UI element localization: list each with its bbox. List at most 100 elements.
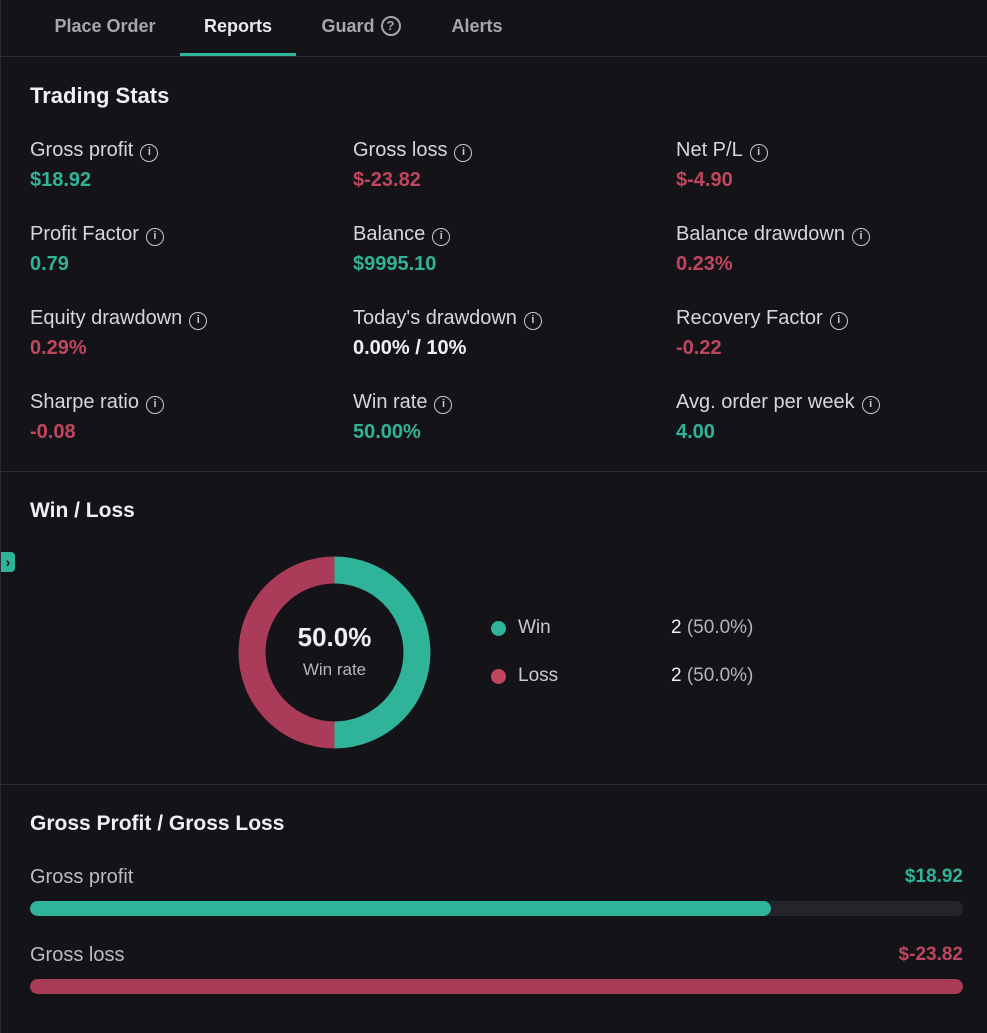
info-icon[interactable]: i xyxy=(145,228,164,246)
legend-count-value: 2 xyxy=(671,665,682,686)
stat-value: $-4.90 xyxy=(676,169,733,191)
stat-label-text: Net P/L xyxy=(676,139,743,161)
stat-value: 0.00% / 10% xyxy=(353,337,467,359)
stat-value: -0.22 xyxy=(676,337,722,359)
legend-count: 2 (50.0%) xyxy=(671,615,753,641)
stat-profit-factor: Profit Factor i 0.79 xyxy=(30,221,330,277)
tab-reports[interactable]: Reports xyxy=(180,0,296,56)
info-icon[interactable]: i xyxy=(523,312,542,330)
tab-guard-label: Guard xyxy=(321,16,375,36)
trading-stats-title: Trading Stats xyxy=(30,83,170,108)
donut-segment-win xyxy=(334,556,431,749)
stat-label-text: Today's drawdown xyxy=(353,307,517,329)
tab-place-order[interactable]: Place Order xyxy=(54,16,156,36)
info-icon[interactable]: i xyxy=(852,228,870,246)
info-icon[interactable]: i xyxy=(861,396,880,414)
stat-label: Recovery Factor i xyxy=(676,305,976,331)
stat-label: Today's drawdown i xyxy=(353,305,653,331)
divider xyxy=(1,784,987,785)
loss-dot-icon xyxy=(491,669,506,684)
stat-label: Gross loss i xyxy=(353,137,653,163)
win-loss-title: Win / Loss xyxy=(30,499,135,522)
legend-count: 2 (50.0%) xyxy=(671,663,753,689)
info-icon[interactable]: i xyxy=(454,144,473,162)
info-icon[interactable]: i xyxy=(829,312,848,330)
bar-track xyxy=(30,901,963,916)
legend-label: Win xyxy=(518,617,551,638)
help-icon[interactable]: ? xyxy=(380,16,401,36)
stat-todays-drawdown: Today's drawdown i 0.00% / 10% xyxy=(353,305,653,361)
stat-label: Avg. order per week i xyxy=(676,389,976,415)
stat-label: Equity drawdown i xyxy=(30,305,330,331)
info-icon[interactable]: i xyxy=(140,144,159,162)
legend-percent: (50.0%) xyxy=(686,665,754,686)
bar-value: $-23.82 xyxy=(898,944,963,965)
tab-bar: Place Order Reports Guard? Alerts xyxy=(1,0,987,57)
tab-guard[interactable]: Guard? xyxy=(296,0,426,56)
stat-value: 0.23% xyxy=(676,253,733,275)
gross-profit-bar xyxy=(30,901,772,916)
stat-balance-drawdown: Balance drawdown i 0.23% xyxy=(676,221,976,277)
stat-value: $-23.82 xyxy=(353,169,421,191)
chevron-right-icon[interactable]: › xyxy=(1,552,15,572)
gross-loss-bar xyxy=(30,979,963,994)
stat-value: 50.00% xyxy=(353,421,421,443)
donut-center: 50.0% Win rate xyxy=(238,556,431,749)
legend-percent: (50.0%) xyxy=(686,617,754,638)
stat-label-text: Gross profit xyxy=(30,139,134,161)
info-icon[interactable]: i xyxy=(189,312,208,330)
stat-value: 4.00 xyxy=(676,421,715,443)
stat-label-text: Gross loss xyxy=(353,139,448,161)
bar-value: $18.92 xyxy=(904,866,963,887)
stat-gross-loss: Gross loss i $-23.82 xyxy=(353,137,653,193)
info-icon[interactable]: i xyxy=(749,144,768,162)
stat-label: Balance i xyxy=(353,221,653,247)
tab-alerts[interactable]: Alerts xyxy=(451,16,503,36)
stat-label: Profit Factor i xyxy=(30,221,330,247)
stat-value: $9995.10 xyxy=(353,253,437,275)
stat-label-text: Equity drawdown xyxy=(30,307,183,329)
legend-item-loss: Loss 2 (50.0%) xyxy=(491,663,791,689)
stat-label-text: Balance xyxy=(353,223,426,245)
donut-center-value: 50.0% xyxy=(297,622,372,652)
info-icon[interactable]: i xyxy=(432,228,451,246)
stat-label: Gross profit i xyxy=(30,137,330,163)
stat-avg-order-per-week: Avg. order per week i 4.00 xyxy=(676,389,976,445)
stat-label-text: Win rate xyxy=(353,391,428,413)
bar-track xyxy=(30,979,963,994)
stat-win-rate: Win rate i 50.00% xyxy=(353,389,653,445)
stat-label: Sharpe ratio i xyxy=(30,389,330,415)
info-icon[interactable]: i xyxy=(434,396,453,414)
stat-recovery-factor: Recovery Factor i -0.22 xyxy=(676,305,976,361)
bar-label: Gross profit xyxy=(30,866,134,888)
win-dot-icon xyxy=(491,621,506,636)
stat-value: 0.29% xyxy=(30,337,87,359)
stat-equity-drawdown: Equity drawdown i 0.29% xyxy=(30,305,330,361)
stat-label-text: Sharpe ratio xyxy=(30,391,139,413)
stat-label: Balance drawdown i xyxy=(676,221,976,247)
stat-value: 0.79 xyxy=(30,253,69,275)
donut-center-label: Win rate xyxy=(302,660,367,679)
stat-value: $18.92 xyxy=(30,169,92,191)
stat-label-text: Avg. order per week xyxy=(676,391,855,413)
stat-sharpe-ratio: Sharpe ratio i -0.08 xyxy=(30,389,330,445)
stat-label-text: Profit Factor xyxy=(30,223,139,245)
legend-label: Loss xyxy=(518,665,559,686)
stat-label: Net P/L i xyxy=(676,137,976,163)
donut-chart-svg xyxy=(238,556,431,749)
stat-net-pl: Net P/L i $-4.90 xyxy=(676,137,976,193)
stat-label: Win rate i xyxy=(353,389,653,415)
bar-label: Gross loss xyxy=(30,944,125,966)
legend-count-value: 2 xyxy=(671,617,682,638)
stat-value: -0.08 xyxy=(30,421,76,443)
win-loss-donut: 50.0% Win rate xyxy=(238,556,431,749)
divider xyxy=(1,471,987,472)
stat-balance: Balance i $9995.10 xyxy=(353,221,653,277)
gross-pl-title: Gross Profit / Gross Loss xyxy=(30,812,285,835)
donut-segment-loss xyxy=(238,556,335,749)
stat-gross-profit: Gross profit i $18.92 xyxy=(30,137,330,193)
info-icon[interactable]: i xyxy=(145,396,164,414)
legend-item-win: Win 2 (50.0%) xyxy=(491,615,791,641)
stat-label-text: Recovery Factor xyxy=(676,307,823,329)
